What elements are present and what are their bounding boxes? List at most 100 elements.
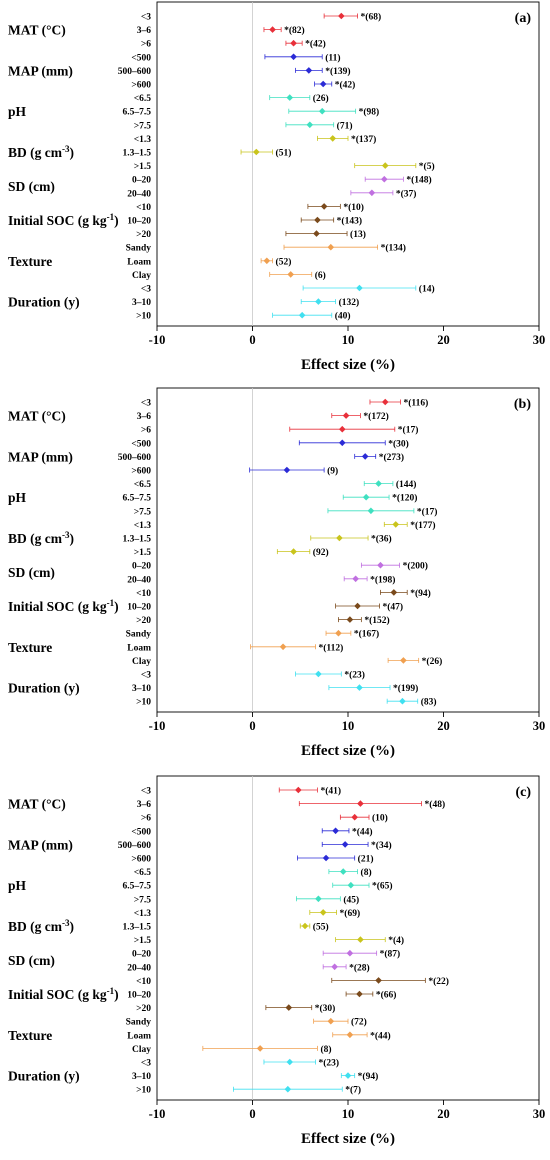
sample-size-label: (52)	[276, 256, 292, 267]
category-label: <3	[141, 399, 151, 409]
mean-effect-marker	[362, 493, 370, 501]
category-label: <6.5	[134, 868, 152, 878]
category-label: 500–600	[118, 841, 152, 851]
mean-effect-marker	[315, 298, 322, 305]
x-tick-label: 0	[249, 333, 255, 347]
x-tick-label: 10	[342, 333, 355, 347]
group-label: pH	[8, 878, 27, 893]
category-label: <500	[131, 439, 151, 449]
category-label: Loam	[127, 1031, 151, 1041]
category-label: 20–40	[127, 963, 151, 973]
sample-size-label: *(116)	[404, 398, 429, 409]
sample-size-label: (8)	[320, 1044, 331, 1055]
category-label: >10	[136, 1086, 151, 1096]
category-label: 6.5–7.5	[123, 882, 152, 892]
category-label: 500–600	[118, 67, 152, 77]
sample-size-label: (51)	[276, 148, 292, 159]
plot-frame	[156, 775, 540, 1101]
mean-effect-marker	[319, 80, 327, 88]
sample-size-label: *(28)	[349, 962, 370, 973]
category-label: Clay	[132, 271, 151, 281]
category-label: >20	[136, 230, 151, 240]
category-label: Sandy	[126, 1018, 152, 1028]
group-label: Initial SOC (g kg-1)	[8, 598, 119, 614]
x-tick-label: -10	[149, 1107, 166, 1121]
sample-size-label: (21)	[358, 854, 374, 865]
mean-effect-marker	[315, 670, 322, 678]
sample-size-label: (10)	[372, 813, 388, 824]
mean-effect-marker	[318, 107, 326, 115]
x-tick-label: 20	[437, 1107, 450, 1121]
sample-size-label: *(34)	[371, 840, 392, 851]
sample-size-label: *(137)	[351, 134, 376, 145]
mean-effect-marker	[338, 12, 345, 20]
plot-frame	[156, 1, 540, 327]
category-label: >10	[136, 698, 151, 708]
mean-effect-marker	[286, 1058, 294, 1066]
sample-size-label: *(44)	[352, 826, 373, 837]
mean-effect-marker	[357, 936, 364, 943]
mean-effect-marker	[357, 800, 364, 807]
x-tick-label: 30	[533, 333, 546, 347]
category-label: <3	[141, 671, 151, 681]
category-label: >600	[131, 81, 151, 91]
mean-effect-marker	[279, 643, 287, 651]
category-label: 10–20	[127, 991, 151, 1001]
mean-effect-marker	[381, 162, 389, 169]
forest-panel-3: -10 0 10 20 30 Effect size (%) (c) MAT (°C) <3 *(…	[8, 775, 546, 1147]
sample-size-label: (11)	[325, 52, 340, 63]
mean-effect-marker	[327, 1017, 335, 1025]
x-axis-label: Effect size (%)	[301, 357, 395, 373]
panel-tag: (c)	[515, 785, 531, 800]
mean-effect-marker	[298, 311, 306, 319]
sample-size-label: *(41)	[320, 786, 341, 797]
sample-size-label: (83)	[421, 697, 437, 708]
sample-size-label: *(198)	[370, 574, 395, 585]
sample-size-label: *(112)	[319, 642, 344, 653]
mean-effect-marker	[356, 990, 363, 998]
category-label: 0–20	[132, 176, 151, 186]
mean-effect-marker	[263, 257, 271, 265]
mean-effect-marker	[400, 657, 407, 664]
mean-effect-marker	[313, 230, 320, 237]
category-label: <3	[141, 787, 151, 797]
x-tick-label: 30	[533, 1107, 546, 1121]
category-label: 3–10	[132, 1072, 151, 1082]
sample-size-label: (45)	[343, 894, 359, 905]
x-tick-label: 20	[437, 719, 450, 733]
category-label: >600	[131, 467, 151, 477]
mean-effect-marker	[338, 425, 346, 433]
mean-effect-marker	[380, 175, 388, 183]
mean-effect-marker	[356, 284, 363, 292]
mean-effect-marker	[341, 841, 349, 848]
category-label: <1.3	[134, 909, 152, 919]
sample-size-label: (71)	[337, 120, 353, 131]
x-tick-label: 0	[249, 1107, 255, 1121]
mean-effect-marker	[295, 786, 302, 794]
group-label: pH	[8, 104, 27, 119]
x-axis-label: Effect size (%)	[301, 1131, 395, 1147]
group-label: BD (g cm-3)	[8, 530, 74, 546]
sample-size-label: (6)	[315, 270, 326, 281]
group-label: MAT (°C)	[8, 23, 66, 38]
mean-effect-marker	[346, 616, 354, 623]
sample-size-label: *(7)	[345, 1085, 361, 1096]
mean-effect-marker	[287, 271, 294, 278]
sample-size-label: *(98)	[359, 107, 380, 118]
sample-size-label: (55)	[313, 922, 329, 933]
sample-size-label: *(273)	[379, 452, 404, 463]
mean-effect-marker	[354, 602, 361, 610]
category-label: <10	[136, 977, 151, 987]
category-label: <3	[141, 1059, 151, 1069]
category-label: 10–20	[127, 603, 151, 613]
sample-size-label: *(143)	[337, 216, 362, 227]
group-label: SD (cm)	[8, 953, 55, 968]
mean-effect-marker	[346, 949, 354, 957]
sample-size-label: *(199)	[393, 683, 418, 694]
sample-size-label: *(5)	[419, 161, 435, 172]
sample-size-label: *(200)	[403, 561, 428, 572]
group-label: Duration (y)	[8, 295, 80, 310]
category-label: Loam	[127, 643, 151, 653]
sample-size-label: *(172)	[363, 411, 388, 422]
